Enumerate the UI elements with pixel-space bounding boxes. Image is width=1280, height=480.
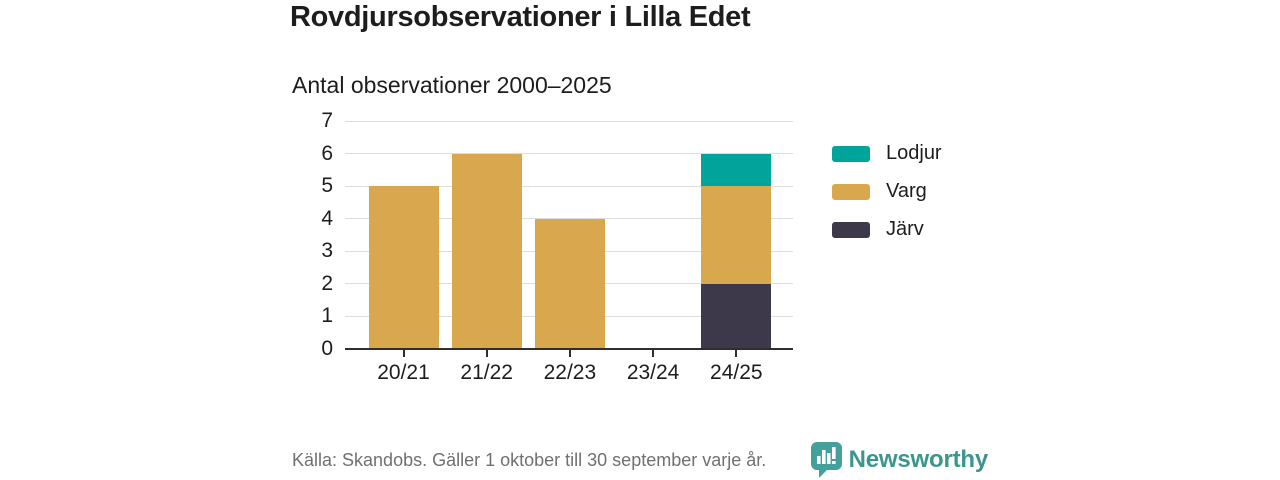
- legend-swatch-icon: [832, 221, 870, 238]
- bar-20-21: [368, 186, 439, 349]
- x-tick-label: 22/23: [543, 361, 597, 384]
- legend-swatch-icon: [832, 183, 870, 200]
- gridline-y4: [345, 218, 793, 220]
- legend-label: Lodjur: [886, 142, 942, 164]
- chart-title: Rovdjursobservationer i Lilla Edet: [290, 1, 751, 33]
- plot-area: [345, 120, 793, 350]
- bar-segment-varg: [368, 186, 439, 349]
- x-tick-label: 20/21: [377, 361, 430, 384]
- bar-22-23: [534, 218, 605, 349]
- x-tick: [735, 350, 738, 357]
- x-axis-line: [345, 348, 793, 350]
- bar-segment-varg: [534, 218, 605, 349]
- y-tick-label: 3: [321, 239, 333, 263]
- bar-24-25: [701, 153, 772, 349]
- legend-label: Järv: [886, 218, 924, 240]
- footer: Källa: Skandobs. Gäller 1 oktober till 3…: [292, 442, 988, 478]
- y-tick-label: 2: [321, 271, 333, 295]
- x-tick: [402, 350, 405, 357]
- newsworthy-logo-icon: [810, 442, 842, 478]
- bar-segment-varg: [701, 186, 772, 284]
- bar-segment-varg: [451, 153, 522, 349]
- gridline-y5: [345, 185, 793, 187]
- stacked-bar-chart: Lodjur Varg Järv 0 1 2 3 4 5 6 7 20/21 21/22 22/23 23…: [290, 110, 990, 391]
- y-tick-label: 7: [321, 109, 333, 132]
- x-tick-label: 21/22: [460, 361, 513, 384]
- chart-subtitle: Antal observationer 2000–2025: [292, 72, 612, 98]
- y-tick-label: 1: [321, 304, 333, 328]
- legend-item-varg: Varg: [832, 180, 942, 203]
- legend-item-järv: Järv: [832, 218, 942, 241]
- legend-swatch-icon: [832, 145, 870, 162]
- newsworthy-brand: Newsworthy: [810, 442, 989, 478]
- legend: Lodjur Varg Järv: [832, 142, 942, 256]
- x-tick-label: 23/24: [626, 361, 680, 384]
- newsworthy-wordmark: Newsworthy: [848, 446, 989, 473]
- y-tick-label: 6: [321, 141, 333, 165]
- x-tick-label: 24/25: [710, 361, 763, 384]
- bar-21-22: [451, 153, 522, 349]
- gridline-y6: [345, 153, 793, 155]
- source-note: Källa: Skandobs. Gäller 1 oktober till 3…: [292, 449, 767, 470]
- bar-segment-järv: [701, 283, 772, 349]
- x-tick: [652, 350, 655, 357]
- gridline-y7: [345, 120, 793, 122]
- legend-label: Varg: [886, 180, 927, 202]
- x-tick: [485, 350, 488, 357]
- y-tick-label: 4: [321, 206, 333, 230]
- figure: Rovdjursobservationer i Lilla Edet Antal…: [290, 0, 990, 480]
- bar-segment-lodjur: [701, 153, 772, 187]
- x-tick: [568, 350, 571, 357]
- y-tick-label: 0: [321, 337, 333, 360]
- legend-item-lodjur: Lodjur: [832, 142, 942, 165]
- y-tick-label: 5: [321, 174, 333, 198]
